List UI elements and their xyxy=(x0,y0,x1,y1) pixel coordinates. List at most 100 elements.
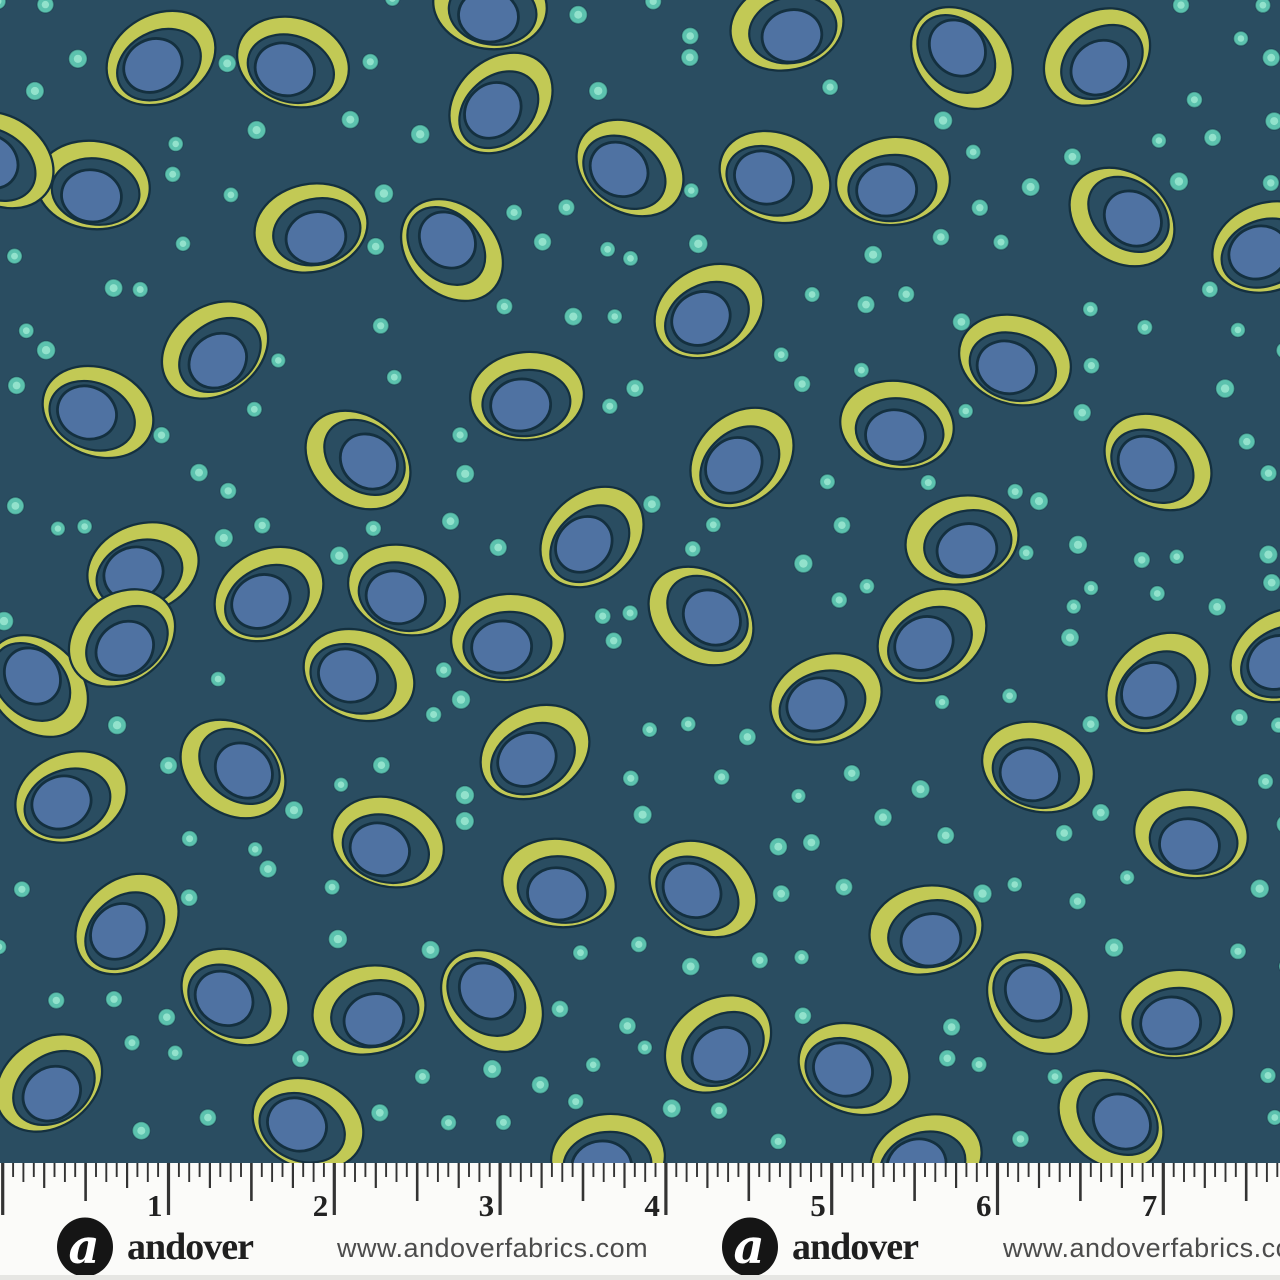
turquoise-dot-core xyxy=(195,468,203,477)
turquoise-dot-core xyxy=(938,698,946,706)
turquoise-dot-core xyxy=(943,1054,952,1063)
ring-motif xyxy=(1211,200,1280,294)
turquoise-dot-core xyxy=(445,1119,452,1127)
turquoise-dot-core xyxy=(997,238,1005,246)
ring-motif xyxy=(839,379,955,471)
turquoise-dot-core xyxy=(1051,1073,1059,1080)
ring-motif-pattern xyxy=(0,0,1280,1164)
blue-oval xyxy=(1139,995,1203,1051)
turquoise-dot-core xyxy=(1138,556,1146,564)
turquoise-dot-core xyxy=(510,208,518,217)
turquoise-dot-core xyxy=(569,312,578,321)
blue-oval xyxy=(338,432,399,491)
turquoise-dot-core xyxy=(1213,603,1221,611)
ring-motif xyxy=(769,652,883,746)
turquoise-dot-core xyxy=(1271,1114,1279,1121)
blue-oval xyxy=(885,1137,948,1164)
turquoise-dot-core xyxy=(11,502,20,510)
turquoise-dot-core xyxy=(777,351,785,359)
turquoise-dot-core xyxy=(589,1061,597,1069)
ruler-number: 7 xyxy=(1142,1188,1158,1223)
blue-oval xyxy=(760,8,824,64)
turquoise-dot-core xyxy=(460,791,470,800)
turquoise-dot-core xyxy=(840,883,848,891)
turquoise-dot-core xyxy=(572,1098,580,1106)
blue-oval xyxy=(588,140,650,199)
turquoise-dot-core xyxy=(1068,152,1077,161)
ruler-number: 1 xyxy=(147,1188,163,1223)
turquoise-dot-core xyxy=(536,1080,545,1089)
turquoise-dot-core xyxy=(1155,137,1163,144)
turquoise-dot-core xyxy=(371,242,380,251)
turquoise-dot-core xyxy=(335,551,344,560)
turquoise-dot-core xyxy=(556,1005,564,1013)
andover-logo: a xyxy=(722,1217,778,1277)
turquoise-dot-core xyxy=(258,521,266,530)
turquoise-dot-core xyxy=(224,487,232,495)
ring-motif xyxy=(549,1112,667,1164)
blue-oval xyxy=(364,569,427,626)
turquoise-dot-core xyxy=(638,810,647,819)
ring-motif xyxy=(105,9,217,107)
blue-oval xyxy=(0,132,20,191)
blue-oval xyxy=(998,746,1061,803)
turquoise-dot-core xyxy=(795,792,802,800)
photo-bottom-edge xyxy=(0,1275,1280,1280)
turquoise-dot-core xyxy=(264,865,272,873)
turquoise-dot-core xyxy=(686,962,695,971)
ring-motif xyxy=(479,703,591,801)
turquoise-dot-core xyxy=(112,721,122,730)
blue-oval xyxy=(1246,634,1280,691)
ring-motif xyxy=(501,837,617,929)
turquoise-dot-core xyxy=(627,774,635,782)
turquoise-dot-core xyxy=(377,322,385,330)
turquoise-dot-core xyxy=(1073,540,1083,549)
blue-oval xyxy=(470,619,534,675)
ruler-numbers: 1 2 3 4 5 6 7 xyxy=(147,1188,1157,1223)
blue-oval xyxy=(893,615,955,672)
blue-oval xyxy=(812,1041,874,1098)
turquoise-dot-core xyxy=(52,996,60,1005)
turquoise-dot-core xyxy=(185,893,193,902)
blue-oval xyxy=(463,81,523,140)
turquoise-dot-core xyxy=(1011,488,1019,496)
turquoise-dot-core xyxy=(377,761,386,769)
turquoise-dot-core xyxy=(1109,943,1119,952)
turquoise-dot-core xyxy=(0,0,2,5)
turquoise-dot-core xyxy=(807,838,816,847)
turquoise-dot-core xyxy=(214,675,222,683)
turquoise-dot-core xyxy=(826,83,834,91)
turquoise-dot xyxy=(1275,342,1280,359)
turquoise-dot-core xyxy=(333,934,343,944)
turquoise-dot-core xyxy=(978,889,987,898)
turquoise-dot-core xyxy=(379,189,389,198)
ring-motif xyxy=(653,262,765,360)
turquoise-dot-core xyxy=(1006,692,1013,700)
andover-website-url: www.andoverfabrics.com xyxy=(336,1233,648,1263)
blue-oval xyxy=(704,436,764,495)
turquoise-dot-core xyxy=(164,761,173,770)
ruler-number: 4 xyxy=(644,1188,660,1223)
turquoise-dot-core xyxy=(219,533,228,543)
turquoise-dot-core xyxy=(1206,285,1214,293)
turquoise-dot-core xyxy=(41,0,50,9)
turquoise-dot-core xyxy=(1267,578,1276,587)
ring-motif xyxy=(868,884,984,976)
turquoise-dot-core xyxy=(1267,53,1276,62)
ring-motif xyxy=(74,872,180,976)
ruler-number: 2 xyxy=(313,1188,329,1223)
blue-oval xyxy=(253,41,316,98)
turquoise-dot-core xyxy=(1022,549,1030,557)
turquoise-dot-core xyxy=(1078,408,1087,417)
turquoise-dot-core xyxy=(41,346,51,355)
turquoise-dot-core xyxy=(1262,778,1269,785)
turquoise-dot-core xyxy=(54,525,62,532)
turquoise-dot-core xyxy=(869,250,878,259)
turquoise-dot xyxy=(384,0,401,7)
andover-logo-badge xyxy=(722,1217,778,1277)
ring-motif xyxy=(346,543,462,637)
ring-motif xyxy=(1042,7,1152,107)
turquoise-dot-core xyxy=(500,302,508,311)
turquoise-dot-core xyxy=(390,373,398,381)
